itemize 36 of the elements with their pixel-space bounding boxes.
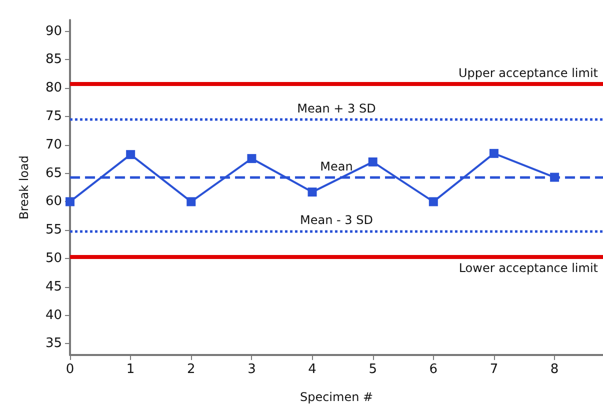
point [368, 157, 378, 166]
point [186, 197, 196, 206]
y-tick-label: 55 [45, 222, 62, 238]
point [308, 188, 317, 197]
y-tick-label: 80 [45, 80, 62, 96]
y-tick-label: 35 [45, 336, 62, 352]
y-tick-label: 40 [45, 308, 62, 323]
point [126, 150, 136, 160]
y-tick-label: 90 [45, 24, 62, 39]
point [66, 197, 74, 206]
x-tick-label: 2 [186, 362, 196, 377]
y-tick-label: 45 [45, 279, 62, 294]
y-tick-label: 75 [45, 109, 62, 124]
x-tick-label: 0 [66, 362, 74, 377]
point [489, 148, 498, 158]
ref-line-label: Lower acceptance limit [458, 260, 598, 275]
y-tick-label: 60 [45, 194, 62, 210]
y-tick-label: 70 [45, 137, 62, 152]
y-tick-label: 85 [45, 52, 62, 68]
y-tick-label: 50 [45, 250, 62, 266]
ref-line-label: Mean - 3 SD [300, 213, 373, 228]
y-tick-label: 65 [45, 166, 62, 181]
x-tick-label: 4 [308, 362, 316, 377]
y-axis-title: Break load [17, 155, 31, 220]
point [428, 197, 438, 206]
x-tick-label: 8 [550, 362, 559, 377]
x-tick-label: 3 [248, 362, 256, 377]
x-tick-label: 1 [126, 362, 135, 377]
point [247, 154, 256, 164]
x-tick-label: 7 [490, 362, 498, 377]
x-axis-title: Specimen # [300, 390, 374, 404]
x-tick-label: 6 [429, 362, 438, 377]
ref-line-label: Mean [320, 159, 353, 174]
ref-line-label: Mean + 3 SD [297, 101, 376, 116]
x-tick-label: 5 [368, 362, 377, 377]
ref-line-label: Upper acceptance limit [458, 66, 598, 80]
